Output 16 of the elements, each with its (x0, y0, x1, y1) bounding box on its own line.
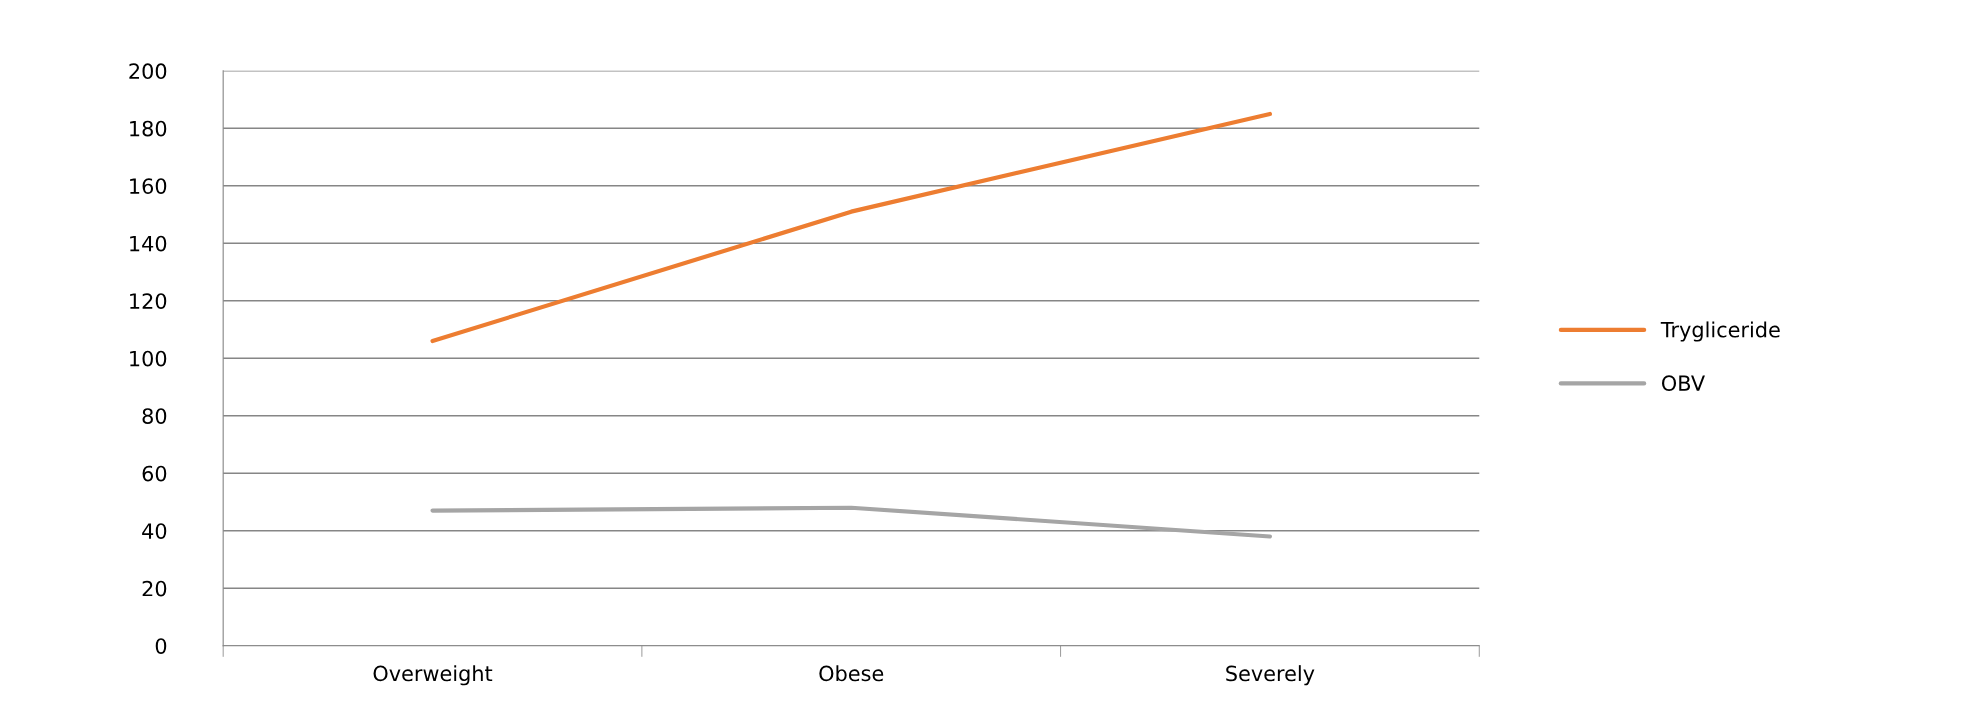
y-tick-label: 0 (155, 638, 167, 654)
y-tick-label: 140 (130, 235, 167, 252)
y-tick-label: 200 (129, 63, 167, 80)
y-tick-label: 80 (142, 408, 167, 424)
legend-label: Trygliceride (1660, 321, 1780, 342)
x-tick-label: Obese (819, 665, 884, 682)
y-tick-label: 40 (142, 523, 167, 539)
y-tick-label: 60 (142, 465, 167, 482)
y-tick-label: 100 (130, 350, 167, 367)
y-tick-label: 160 (130, 178, 167, 194)
legend-label: OBV (1662, 375, 1705, 392)
y-tick-label: 180 (130, 120, 167, 137)
x-tick-label: Overweight (373, 665, 493, 686)
y-tick-label: 20 (142, 580, 167, 597)
y-tick-label: 120 (130, 293, 167, 309)
x-tick-label: Severely (1226, 665, 1315, 686)
